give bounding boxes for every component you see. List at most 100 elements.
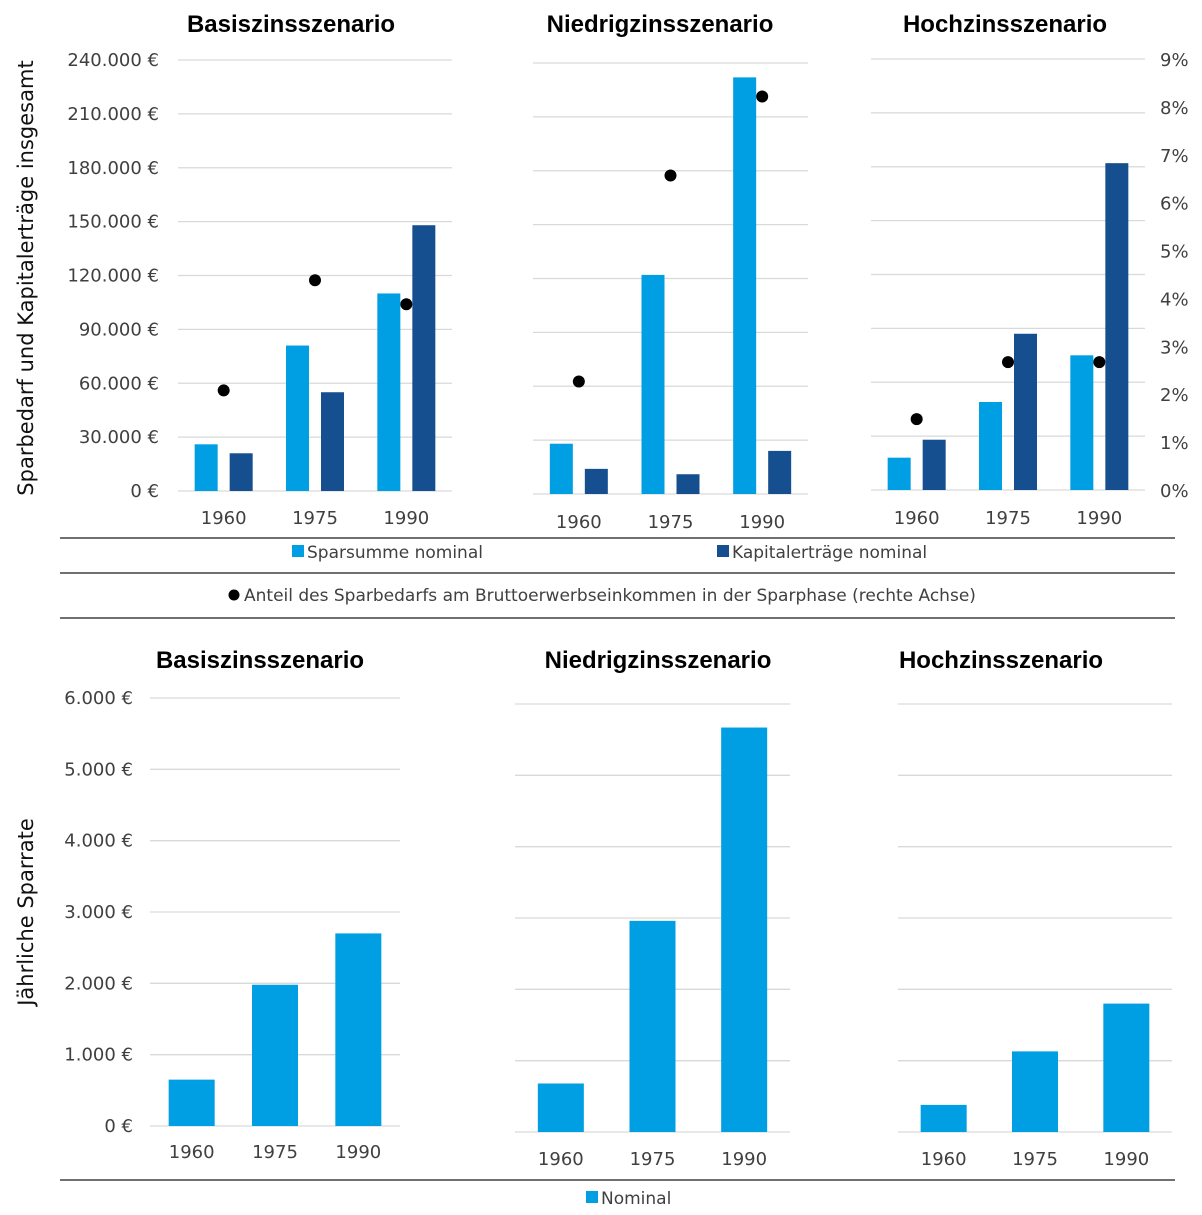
top-y2-tick-label: 7% [1160, 146, 1189, 167]
bar-primary [1012, 1051, 1058, 1132]
top-y-tick-label: 180.000 € [67, 158, 159, 179]
top-y2-tick-label: 4% [1160, 289, 1189, 310]
x-tick-label: 1960 [201, 508, 247, 529]
top-y-tick-label: 0 € [130, 481, 159, 502]
x-tick-label: 1975 [252, 1142, 298, 1163]
x-tick-label: 1975 [292, 508, 338, 529]
scatter-point [664, 169, 677, 182]
bottom-y-tick-label: 0 € [104, 1116, 133, 1137]
bar-primary [733, 77, 757, 494]
top-y-tick-label: 60.000 € [79, 373, 159, 394]
top-y2-tick-label: 6% [1160, 194, 1189, 215]
bar-primary [335, 933, 382, 1126]
bar-primary [168, 1079, 215, 1126]
top-y-tick-label: 120.000 € [67, 266, 159, 287]
bottom-y-tick-label: 5.000 € [64, 759, 133, 780]
scatter-point [910, 413, 923, 426]
panel-4: Basiszinsszenario 1960 1975 1990 [150, 647, 400, 1163]
bottom-y-tick-labels: 0 € 1.000 € 2.000 € 3.000 € 4.000 € 5.000 € 6.… [64, 688, 133, 1137]
bar-primary [194, 444, 218, 491]
bar-secondary [584, 468, 608, 494]
top-y2-tick-label: 3% [1160, 337, 1189, 358]
panel-2: Niedrigzinsszenario 1960 1975 1990 [533, 11, 808, 533]
bar-primary [721, 727, 768, 1132]
legend-swatch-nominal [586, 1191, 598, 1203]
bar-primary [286, 345, 309, 491]
x-tick-label: 1960 [894, 508, 940, 529]
x-tick-label: 1960 [538, 1149, 584, 1170]
top-y2-tick-label: 9% [1160, 50, 1189, 71]
top-y2-tick-label: 5% [1160, 242, 1189, 263]
top-y2-tick-labels: 0% 1% 2% 3% 4% 5% 6% 7% 8% 9% [1160, 50, 1189, 502]
scatter-point [400, 298, 413, 311]
top-y-tick-labels: 0 € 30.000 € 60.000 € 90.000 € 120.000 € 150.… [67, 50, 159, 502]
bar-primary [537, 1083, 584, 1132]
bar-primary [629, 920, 676, 1132]
bar-secondary [412, 225, 436, 491]
panel-5: Niedrigzinsszenario 1960 1975 1990 [515, 647, 790, 1170]
bar-secondary [1014, 333, 1037, 490]
bar-secondary [229, 453, 253, 491]
bottom-y-tick-label: 4.000 € [64, 831, 133, 852]
bar-primary [549, 443, 573, 494]
panel-title: Hochzinsszenario [903, 11, 1107, 38]
scatter-point [1093, 356, 1106, 369]
top-y-tick-label: 210.000 € [67, 104, 159, 125]
bar-primary [1070, 355, 1094, 490]
bar-secondary [1105, 163, 1129, 491]
legend-swatch-sparsumme [292, 545, 304, 557]
scatter-point [309, 274, 321, 287]
bottom-y-tick-label: 2.000 € [64, 973, 133, 994]
legend-label-nominal: Nominal [601, 1189, 671, 1209]
top-y-tick-label: 240.000 € [67, 50, 159, 71]
top-y2-tick-label: 0% [1160, 481, 1189, 502]
top-y2-tick-label: 2% [1160, 385, 1189, 406]
panel-title: Hochzinsszenario [899, 647, 1103, 674]
scatter-point [756, 90, 769, 103]
x-tick-label: 1990 [739, 512, 785, 533]
scatter-point [217, 384, 230, 397]
scatter-point [572, 375, 585, 388]
panel-title: Basiszinsszenario [156, 647, 364, 674]
x-tick-label: 1990 [335, 1142, 381, 1163]
bar-primary [887, 457, 911, 490]
top-y2-tick-label: 1% [1160, 433, 1189, 454]
panel-title: Niedrigzinsszenario [547, 11, 774, 38]
x-tick-label: 1960 [169, 1142, 215, 1163]
bottom-y-tick-label: 3.000 € [64, 902, 133, 923]
x-tick-label: 1990 [1076, 508, 1122, 529]
x-tick-label: 1975 [648, 512, 694, 533]
bar-primary [1103, 1003, 1150, 1132]
bar-primary [377, 293, 401, 491]
top-y-tick-label: 30.000 € [79, 427, 159, 448]
bottom-y-tick-label: 1.000 € [64, 1045, 133, 1066]
panel-1: Basiszinsszenario 1960 1975 1990 [178, 11, 452, 529]
top-y-tick-label: 150.000 € [67, 212, 159, 233]
panel-title: Basiszinsszenario [187, 11, 395, 38]
x-tick-label: 1975 [1012, 1149, 1058, 1170]
x-tick-label: 1975 [985, 508, 1031, 529]
bar-secondary [676, 474, 700, 494]
x-tick-label: 1990 [383, 508, 429, 529]
panel-3: Hochzinsszenario 1960 1975 1990 [871, 11, 1145, 529]
legend-swatch-kapitalertraege [717, 545, 729, 557]
bottom-y-tick-label: 6.000 € [64, 688, 133, 709]
bar-secondary [768, 450, 792, 494]
bar-primary [979, 402, 1002, 490]
x-tick-label: 1975 [630, 1149, 676, 1170]
x-tick-label: 1960 [556, 512, 602, 533]
panel-6: Hochzinsszenario 1960 1975 1990 [898, 647, 1172, 1170]
scatter-point [1002, 356, 1014, 369]
bottom-legend: Nominal [586, 1189, 671, 1209]
top-y-tick-label: 90.000 € [79, 319, 159, 340]
legend-marker-anteil [228, 589, 240, 601]
panel-title: Niedrigzinsszenario [545, 647, 772, 674]
legend-label-sparsumme: Sparsumme nominal [307, 543, 483, 563]
x-tick-label: 1990 [1103, 1149, 1149, 1170]
bottom-y-axis-label: Jährliche Sparrate [14, 818, 38, 1008]
bar-primary [252, 984, 298, 1126]
x-tick-label: 1960 [921, 1149, 967, 1170]
legend-label-anteil: Anteil des Sparbedarfs am Bruttoerwerbse… [244, 586, 976, 606]
